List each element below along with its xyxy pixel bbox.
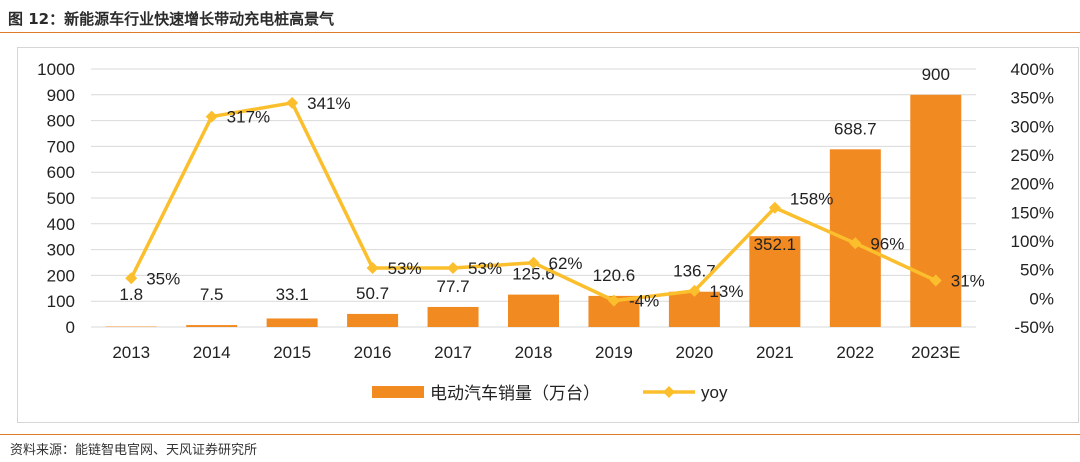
x-axis-tick: 2018 [515, 343, 553, 362]
title-rule [0, 32, 1080, 33]
bar-value-label: 77.7 [436, 277, 469, 296]
legend-bar-label: 电动汽车销量（万台） [430, 384, 600, 403]
x-axis-tick: 2019 [595, 343, 633, 362]
right-axis-tick: 250% [1011, 146, 1054, 165]
yoy-marker [688, 284, 701, 297]
yoy-value-label: -4% [629, 292, 659, 311]
yoy-value-label: 31% [951, 272, 985, 291]
bar-value-label: 900 [922, 65, 950, 84]
bar [347, 313, 399, 327]
left-axis-tick: 600 [47, 163, 75, 182]
left-axis-tick: 300 [47, 241, 75, 260]
left-axis-tick: 200 [47, 266, 75, 285]
yoy-value-label: 341% [307, 94, 350, 113]
bar-value-label: 50.7 [356, 284, 389, 303]
x-axis-tick: 2013 [112, 343, 150, 362]
left-axis-tick: 700 [47, 137, 75, 156]
legend-line-marker [663, 386, 675, 398]
yoy-value-label: 62% [549, 254, 583, 273]
bar [266, 318, 318, 327]
yoy-value-label: 53% [468, 259, 502, 278]
yoy-marker [125, 272, 138, 285]
left-axis-tick: 400 [47, 215, 75, 234]
yoy-marker [205, 110, 218, 123]
right-axis-tick: 350% [1011, 89, 1054, 108]
yoy-marker [849, 237, 862, 250]
yoy-marker [607, 294, 620, 307]
bar [749, 236, 801, 327]
bar-value-label: 1.8 [119, 285, 143, 304]
x-axis-tick: 2021 [756, 343, 794, 362]
yoy-value-label: 96% [870, 234, 904, 253]
right-axis-tick: 0% [1029, 289, 1054, 308]
yoy-value-label: 317% [227, 108, 270, 127]
bar-value-label: 33.1 [276, 285, 309, 304]
bar-value-label: 7.5 [200, 285, 224, 304]
right-axis-tick: 100% [1011, 232, 1054, 251]
left-axis-tick: 900 [47, 86, 75, 105]
yoy-marker [447, 261, 460, 274]
left-axis-tick: 1000 [37, 60, 75, 79]
yoy-marker [366, 261, 379, 274]
legend-line-label: yoy [701, 383, 728, 402]
x-axis-tick: 2023E [911, 343, 960, 362]
yoy-value-label: 158% [790, 190, 833, 209]
bar-value-label: 136.7 [673, 262, 716, 281]
right-axis-tick: 50% [1020, 261, 1054, 280]
bar [508, 294, 559, 327]
yoy-marker [768, 201, 781, 214]
source-note: 资料来源：能链智电官网、天风证券研究所 [10, 443, 258, 458]
figure-title: 图 12：新能源车行业快速增长带动充电桩高景气 [8, 10, 335, 28]
yoy-value-label: 53% [388, 259, 422, 278]
bar [186, 325, 238, 327]
bar [668, 291, 720, 327]
bar [910, 94, 962, 327]
yoy-marker [929, 274, 942, 287]
x-axis-tick: 2022 [836, 343, 874, 362]
x-axis-tick: 2017 [434, 343, 472, 362]
legend-bar-swatch [372, 386, 424, 398]
yoy-value-label: 35% [146, 269, 180, 288]
right-axis-tick: 300% [1011, 117, 1054, 136]
left-axis-tick: 500 [47, 189, 75, 208]
x-axis-tick: 2014 [193, 343, 231, 362]
yoy-marker [286, 96, 299, 109]
yoy-marker [527, 256, 540, 269]
bar-value-label: 120.6 [593, 266, 636, 285]
chart-panel: 0 100 200 300 400 500 600 700 800 900 1000 -50% 0% 50… [17, 47, 1079, 423]
chart: 0 100 200 300 400 500 600 700 800 900 1000 -50% 0% 50… [37, 60, 1054, 403]
x-axis-tick: 2020 [675, 343, 713, 362]
left-axis-tick: 100 [47, 292, 75, 311]
right-axis-tick: 150% [1011, 203, 1054, 222]
right-axis-tick: 200% [1011, 175, 1054, 194]
right-axis-tick: -50% [1014, 318, 1054, 337]
bar [427, 306, 479, 327]
left-axis-tick: 0 [66, 318, 75, 337]
source-rule [0, 434, 1080, 435]
x-axis-tick: 2015 [273, 343, 311, 362]
x-axis-tick: 2016 [354, 343, 392, 362]
yoy-value-label: 13% [709, 282, 743, 301]
right-axis-tick: 400% [1011, 60, 1054, 79]
left-axis-tick: 800 [47, 112, 75, 131]
bar-value-label: 688.7 [834, 119, 877, 138]
bar-value-label: 352.1 [754, 235, 797, 254]
